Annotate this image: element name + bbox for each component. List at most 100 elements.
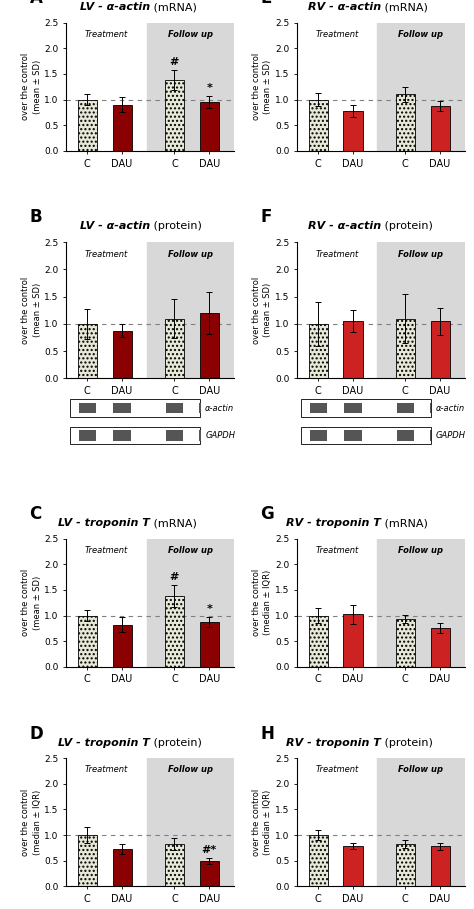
Title: LV - α-actin (mRNA): LV - α-actin (mRNA) xyxy=(0,908,1,909)
Bar xyxy=(430,321,450,378)
Text: (mRNA): (mRNA) xyxy=(381,518,428,528)
Bar xyxy=(165,318,184,378)
Bar xyxy=(200,313,219,378)
Text: LV - troponin T: LV - troponin T xyxy=(58,518,150,528)
Y-axis label: over the control
(mean ± SD): over the control (mean ± SD) xyxy=(21,276,42,344)
Text: Treatment: Treatment xyxy=(85,30,128,39)
Bar xyxy=(430,403,431,414)
Text: GAPDH: GAPDH xyxy=(205,431,235,440)
Text: D: D xyxy=(29,724,43,743)
Bar xyxy=(343,614,363,667)
Y-axis label: over the control
(mean ± SD): over the control (mean ± SD) xyxy=(21,53,42,120)
Bar xyxy=(310,430,327,441)
Bar xyxy=(377,23,465,151)
Text: #: # xyxy=(170,572,179,582)
Text: (mRNA): (mRNA) xyxy=(150,3,197,13)
Bar xyxy=(200,102,219,151)
Text: Treatment: Treatment xyxy=(316,30,359,39)
Bar xyxy=(112,849,132,886)
Bar xyxy=(430,106,450,151)
Bar xyxy=(146,242,234,378)
Bar xyxy=(112,105,132,151)
Bar xyxy=(309,835,328,886)
Bar xyxy=(301,399,431,416)
Text: #*: #* xyxy=(201,845,217,855)
Bar xyxy=(430,628,450,667)
Bar xyxy=(70,399,200,416)
Bar xyxy=(430,846,450,886)
Text: H: H xyxy=(260,724,274,743)
Bar xyxy=(113,430,131,441)
Text: α-actin: α-actin xyxy=(436,404,465,413)
Bar xyxy=(200,622,219,667)
Bar xyxy=(146,758,234,886)
Text: (protein): (protein) xyxy=(381,738,433,748)
Y-axis label: over the control
(median ± IQR): over the control (median ± IQR) xyxy=(252,789,273,856)
Text: C: C xyxy=(29,505,42,524)
Bar xyxy=(301,426,431,444)
Text: (mRNA): (mRNA) xyxy=(150,518,197,528)
Text: Treatment: Treatment xyxy=(85,545,128,554)
Text: LV - α-actin: LV - α-actin xyxy=(80,3,150,13)
Bar xyxy=(78,615,97,667)
Bar xyxy=(70,426,200,444)
Bar xyxy=(309,100,328,151)
Text: E: E xyxy=(260,0,272,7)
Text: RV - α-actin: RV - α-actin xyxy=(308,221,381,231)
Y-axis label: over the control
(median ± IQR): over the control (median ± IQR) xyxy=(252,569,273,636)
Text: Treatment: Treatment xyxy=(85,765,128,774)
Y-axis label: over the control
(mean ± SD): over the control (mean ± SD) xyxy=(252,53,273,120)
Bar xyxy=(79,430,96,441)
Title: RV - troponin T (mRNA): RV - troponin T (mRNA) xyxy=(0,908,1,909)
Bar xyxy=(396,95,415,151)
Bar xyxy=(377,539,465,667)
Text: Treatment: Treatment xyxy=(316,250,359,259)
Text: Follow up: Follow up xyxy=(168,765,212,774)
Bar xyxy=(165,80,184,151)
Bar xyxy=(343,321,363,378)
Bar xyxy=(309,615,328,667)
Text: Follow up: Follow up xyxy=(168,30,212,39)
Text: Treatment: Treatment xyxy=(316,765,359,774)
Text: (protein): (protein) xyxy=(381,221,433,231)
Bar xyxy=(146,539,234,667)
Bar xyxy=(79,403,96,414)
Bar xyxy=(309,324,328,378)
Bar xyxy=(200,430,201,441)
Y-axis label: over the control
(median ± IQR): over the control (median ± IQR) xyxy=(21,789,42,856)
Bar xyxy=(166,430,183,441)
Bar xyxy=(397,403,414,414)
Bar xyxy=(345,403,362,414)
Bar xyxy=(377,242,465,378)
Bar xyxy=(397,430,414,441)
Text: RV - troponin T: RV - troponin T xyxy=(286,738,381,748)
Text: *: * xyxy=(206,84,212,94)
Bar xyxy=(430,430,431,441)
Text: Follow up: Follow up xyxy=(399,30,444,39)
Title: LV - troponin T (protein): LV - troponin T (protein) xyxy=(0,908,1,909)
Bar xyxy=(396,318,415,378)
Text: (protein): (protein) xyxy=(150,738,202,748)
Bar xyxy=(78,100,97,151)
Title: LV - α-actin (protein): LV - α-actin (protein) xyxy=(0,908,1,909)
Y-axis label: over the control
(mean ± SD): over the control (mean ± SD) xyxy=(21,569,42,636)
Text: B: B xyxy=(29,208,42,225)
Bar xyxy=(78,835,97,886)
Text: GAPDH: GAPDH xyxy=(436,431,466,440)
Bar xyxy=(310,403,327,414)
Text: #: # xyxy=(170,57,179,67)
Text: Treatment: Treatment xyxy=(85,250,128,259)
Text: RV - α-actin: RV - α-actin xyxy=(308,3,381,13)
Text: (mRNA): (mRNA) xyxy=(381,3,428,13)
Bar xyxy=(112,624,132,667)
Text: RV - troponin T: RV - troponin T xyxy=(286,518,381,528)
Bar xyxy=(166,403,183,414)
Bar xyxy=(396,844,415,886)
Bar xyxy=(200,861,219,886)
Text: F: F xyxy=(260,208,272,225)
Text: Follow up: Follow up xyxy=(168,545,212,554)
Bar xyxy=(343,846,363,886)
Title: RV - α-actin (mRNA): RV - α-actin (mRNA) xyxy=(0,908,1,909)
Bar xyxy=(200,403,201,414)
Bar xyxy=(343,111,363,151)
